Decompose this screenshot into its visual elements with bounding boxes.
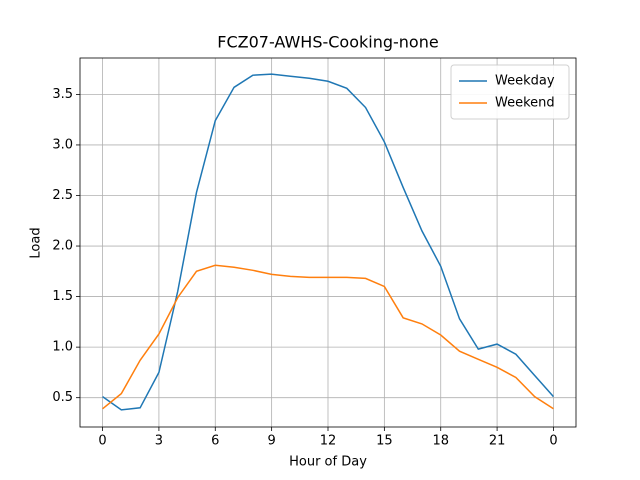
x-tick-label: 15 <box>376 434 393 449</box>
line-series <box>102 264 554 410</box>
x-tick-label: 0 <box>549 434 557 449</box>
y-axis-label: Load <box>29 227 44 258</box>
y-tick-label: 2.0 <box>52 239 73 254</box>
x-tick-label: 0 <box>98 434 106 449</box>
line-series <box>102 73 555 411</box>
y-tick-label: 0.5 <box>52 390 73 405</box>
legend-box <box>450 64 570 120</box>
x-tick-label: 6 <box>211 434 219 449</box>
x-tick-label: 3 <box>155 434 163 449</box>
y-tick-label: 1.5 <box>52 289 73 304</box>
legend-label: Weekday <box>495 74 555 89</box>
plot-frame <box>79 57 577 428</box>
legend-label: Weekend <box>495 96 555 111</box>
x-tick-label: 12 <box>320 434 337 449</box>
x-axis-label: Hour of Day <box>289 455 367 470</box>
x-tick-label: 18 <box>432 434 449 449</box>
y-tick-label: 3.5 <box>52 87 73 102</box>
y-tick-label: 1.0 <box>52 340 73 355</box>
chart-title: FCZ07-AWHS-Cooking-none <box>217 33 438 52</box>
x-tick-label: 9 <box>267 434 275 449</box>
x-tick-label: 21 <box>489 434 506 449</box>
y-tick-label: 2.5 <box>52 188 73 203</box>
y-tick-label: 3.0 <box>52 137 73 152</box>
